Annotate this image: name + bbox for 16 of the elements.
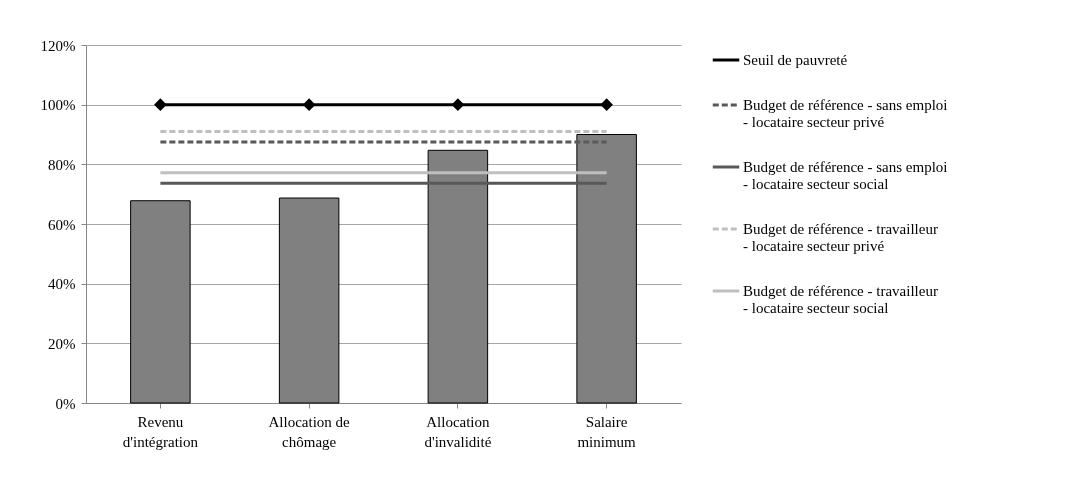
y-tick-label: 60% [48, 216, 76, 233]
y-tick-label: 40% [48, 276, 76, 293]
x-tick-label: Revenu d'intégration [122, 413, 199, 450]
y-tick-label: 0% [55, 395, 76, 412]
legend-label: Budget de référence - sans emploi - locataire secteur privé [743, 97, 948, 130]
y-tick-label: 20% [48, 335, 76, 352]
y-tick-label: 100% [40, 97, 76, 114]
legend-label: Seuil de pauvreté [743, 52, 848, 68]
x-tick-label: Salaire minimum [577, 413, 637, 450]
y-tick-label: 80% [48, 156, 76, 173]
legend-label: Budget de référence - sans emploi - locataire secteur social [743, 159, 948, 192]
x-tick-label: Allocation d'invalidité [424, 413, 492, 450]
x-tick-label: Allocation de chômage [268, 413, 351, 450]
y-tick-label: 120% [40, 37, 76, 54]
legend-label: Budget de référence - travailleur - locataire secteur privé [743, 221, 938, 254]
legend-label: Budget de référence - travailleur - locataire secteur social [743, 283, 938, 316]
